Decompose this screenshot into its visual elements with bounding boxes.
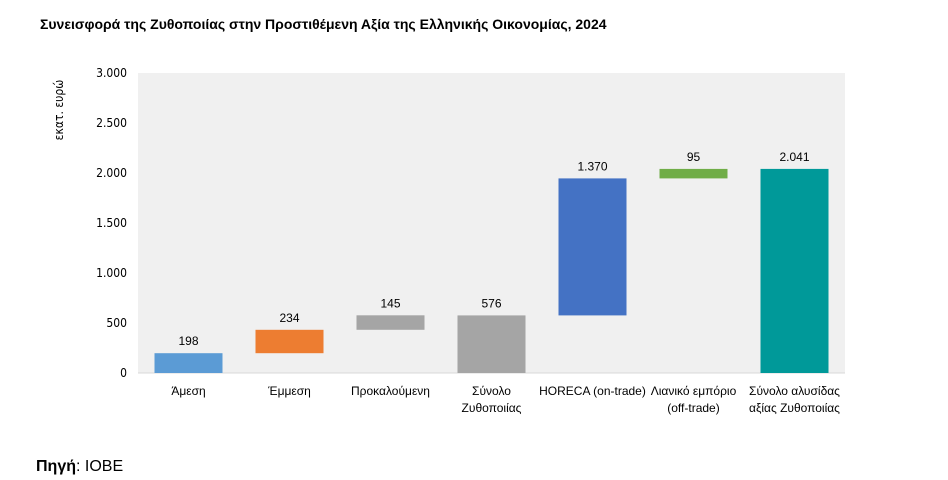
data-label: 95 [687, 150, 701, 164]
bar-4 [558, 178, 627, 316]
y-axis-label: εκατ. ευρώ [52, 80, 66, 141]
y-tick-label: 0 [120, 366, 127, 380]
category-label: Έμμεση [267, 384, 311, 398]
category-label: Σύνολο [472, 384, 511, 398]
bar-5 [659, 168, 728, 179]
y-tick-label: 2.000 [96, 166, 127, 180]
category-label: Σύνολο αλυσίδας [749, 384, 840, 398]
bar-2 [356, 315, 425, 330]
data-label: 2.041 [779, 150, 809, 164]
chart-title: Συνεισφορά της Ζυθοποιίας στην Προστιθέμ… [40, 16, 607, 32]
category-label: Ζυθοποιίας [462, 401, 522, 415]
category-label: Προκαλούμενη [351, 384, 430, 398]
source-note: Πηγή: IOBE [36, 458, 123, 476]
category-label: αξίας Ζυθοποιίας [749, 401, 840, 415]
y-tick-label: 500 [106, 316, 127, 330]
data-label: 1.370 [577, 159, 607, 173]
y-tick-label: 1.500 [96, 216, 127, 230]
source-label: Πηγή [36, 458, 76, 475]
bar-6 [760, 168, 829, 373]
source-value: : IOBE [76, 458, 124, 475]
category-label: (off-trade) [667, 401, 719, 415]
category-label: Άμεση [171, 384, 205, 398]
category-label: Λιανικό εμπόριο [651, 384, 737, 398]
y-tick-label: 3.000 [96, 66, 127, 80]
data-label: 198 [178, 334, 198, 348]
bar-1 [255, 329, 324, 354]
bar-3 [457, 315, 526, 373]
data-label: 145 [380, 296, 400, 310]
bar-0 [154, 353, 223, 373]
y-tick-label: 1.000 [96, 266, 127, 280]
category-label: HORECA (on-trade) [539, 384, 646, 398]
y-tick-label: 2.500 [96, 116, 127, 130]
data-label: 576 [481, 296, 501, 310]
data-label: 234 [279, 311, 299, 325]
